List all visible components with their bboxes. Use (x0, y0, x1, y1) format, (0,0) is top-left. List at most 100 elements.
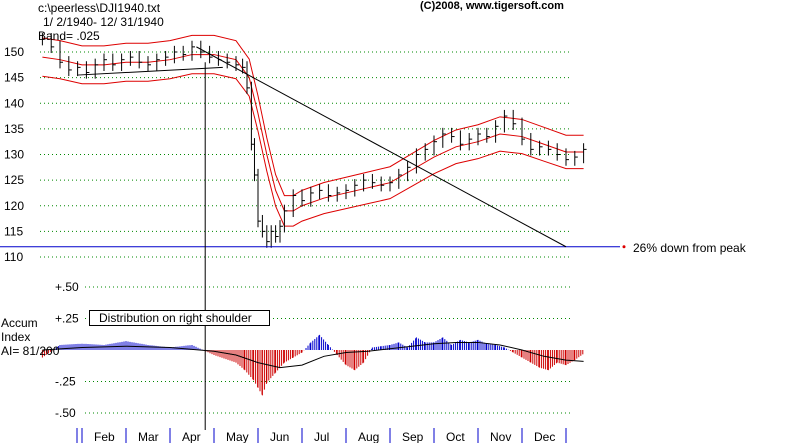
month-label: Feb (94, 430, 115, 443)
month-label: Nov (490, 430, 511, 443)
accum-y-tick-labels: +.50 +.25 -.25 -.50 (55, 280, 79, 420)
price-bar (380, 176, 385, 192)
price-grid (40, 51, 570, 258)
y-tick-label: 125 (4, 173, 24, 187)
file-path: c:\peerless\DJI1940.txt (38, 1, 161, 15)
target-dot (622, 245, 626, 249)
y-tick-label: +.25 (55, 312, 79, 326)
trend-lines (0, 46, 626, 430)
y-tick-label: +.50 (55, 280, 79, 294)
month-label: Jun (270, 430, 289, 443)
price-bar (283, 204, 288, 233)
price-bar (547, 140, 552, 156)
y-tick-label: 115 (4, 224, 23, 238)
price-bar (147, 56, 151, 71)
price-bar (50, 33, 55, 54)
price-bar (279, 220, 283, 243)
price-bar (165, 50, 169, 66)
price-bar (275, 225, 279, 243)
price-bar (292, 189, 297, 218)
price-y-tick-labels: 150 145 140 135 130 125 120 115 110 (4, 45, 24, 264)
y-tick-label: -.25 (55, 375, 76, 389)
price-bar (217, 50, 222, 66)
price-bar (191, 40, 195, 61)
upper-band (42, 34, 584, 197)
price-bar (363, 173, 367, 192)
price-bar (121, 53, 125, 71)
price-bar (319, 184, 323, 200)
price-bar (327, 184, 332, 202)
price-bar (68, 56, 72, 77)
price-bar (270, 225, 275, 248)
price-bar (156, 53, 160, 71)
y-tick-label: 140 (4, 96, 24, 110)
band-setting: Band= .025 (38, 29, 100, 43)
price-bar (398, 168, 402, 189)
y-tick-label: 145 (4, 71, 24, 85)
price-bar (41, 33, 46, 46)
price-bar (257, 168, 261, 228)
month-label: Mar (138, 430, 159, 443)
price-bar (565, 148, 569, 166)
price-bars (41, 33, 587, 248)
month-label: Sep (402, 430, 424, 443)
month-label: May (226, 430, 249, 443)
price-bar (415, 148, 420, 174)
y-tick-label: 135 (4, 122, 24, 136)
bands (42, 34, 584, 227)
price-bar (486, 127, 490, 143)
price-bar (250, 81, 255, 151)
price-bar (459, 130, 464, 151)
price-bar (451, 127, 455, 143)
y-tick-label: 150 (4, 45, 24, 59)
price-bar (182, 45, 187, 61)
price-bar (468, 132, 473, 151)
price-bar (574, 150, 578, 166)
neckline (77, 66, 223, 76)
peak-drop-annotation: 26% down from peak (633, 241, 747, 255)
month-label: Oct (446, 430, 465, 443)
price-bar (503, 109, 508, 133)
price-bar (173, 45, 178, 64)
price-bar (85, 61, 90, 79)
lower-band (42, 73, 584, 227)
price-bar (354, 179, 358, 197)
price-bar (112, 53, 116, 71)
price-bar (226, 53, 231, 69)
price-bar (310, 186, 314, 207)
price-bar (521, 117, 525, 146)
price-bar (246, 61, 250, 95)
price-bar (266, 225, 270, 248)
accum-ma-line (42, 341, 584, 369)
price-bar (253, 138, 258, 182)
accum-bars (41, 334, 584, 396)
y-tick-label: 110 (4, 250, 23, 264)
price-bar (301, 189, 305, 207)
y-tick-label: -.50 (55, 406, 76, 420)
price-bar (407, 161, 411, 182)
month-axis: Feb Mar Apr May Jun Jul Aug Sep Oct Nov Dec (76, 428, 567, 443)
price-bar (424, 143, 429, 161)
copyright: (C)2008, www.tigersoft.com (420, 0, 564, 12)
price-bar (261, 214, 266, 238)
downtrend-line (196, 46, 567, 248)
y-tick-label: 120 (4, 199, 24, 213)
price-bar (389, 176, 393, 192)
price-bar (345, 184, 349, 200)
accum-moving-average (42, 341, 584, 369)
price-bar (103, 53, 107, 71)
price-bar (512, 109, 517, 130)
month-label: Apr (182, 430, 201, 443)
price-bar (442, 127, 446, 148)
price-bar (530, 132, 534, 156)
month-label: Dec (534, 430, 555, 443)
price-bar (242, 58, 246, 74)
price-bar (77, 61, 81, 77)
price-bar (94, 58, 99, 79)
y-tick-label: 130 (4, 148, 24, 162)
ai-label: AI= 81/200 (1, 344, 60, 358)
price-bar (129, 50, 134, 66)
price-bar (495, 120, 499, 143)
price-bar (336, 186, 341, 202)
